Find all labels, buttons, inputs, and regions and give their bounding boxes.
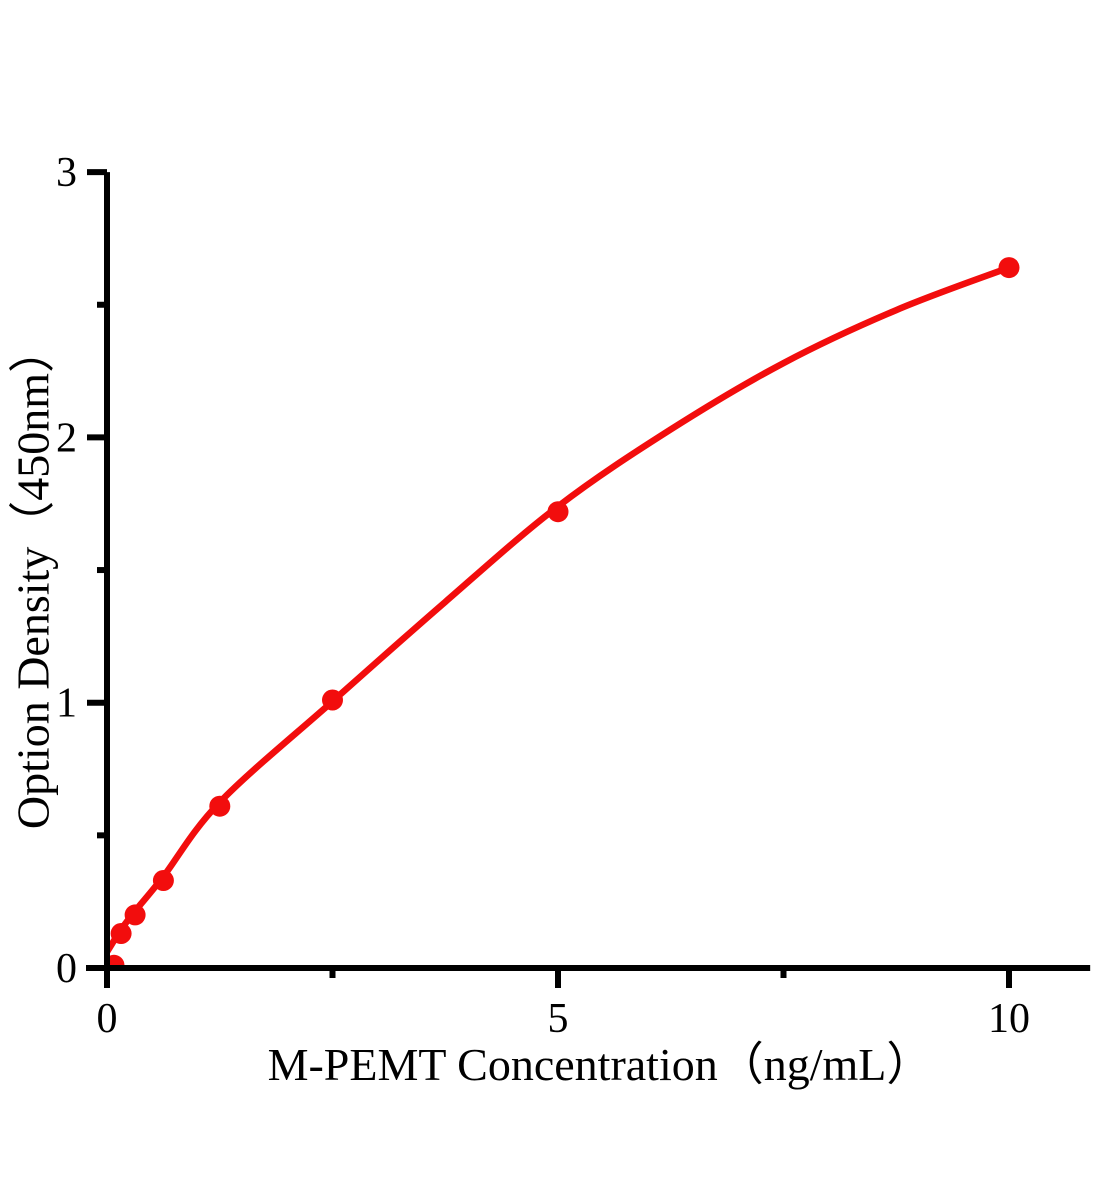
x-tick-label: 10	[988, 996, 1030, 1042]
data-point	[110, 923, 132, 944]
data-point	[209, 795, 231, 817]
y-tick-label: 1	[56, 681, 77, 727]
data-point	[152, 870, 174, 891]
fitted-curve	[107, 264, 1013, 956]
y-tick-label: 0	[56, 946, 77, 992]
x-axis-title: M-PEMT Concentration（ng/mL）	[267, 1039, 933, 1090]
x-tick-label: 5	[548, 996, 569, 1042]
y-axis-title: Option Density（450nm）	[7, 326, 59, 830]
y-tick-label: 3	[56, 150, 77, 196]
data-point	[322, 689, 343, 711]
x-tick-label: 0	[97, 996, 118, 1042]
plot-area	[107, 257, 1020, 968]
data-point	[107, 954, 125, 968]
data-point	[998, 257, 1020, 279]
data-point	[124, 904, 146, 926]
y-tick-label: 2	[56, 415, 77, 461]
data-point	[547, 501, 569, 523]
